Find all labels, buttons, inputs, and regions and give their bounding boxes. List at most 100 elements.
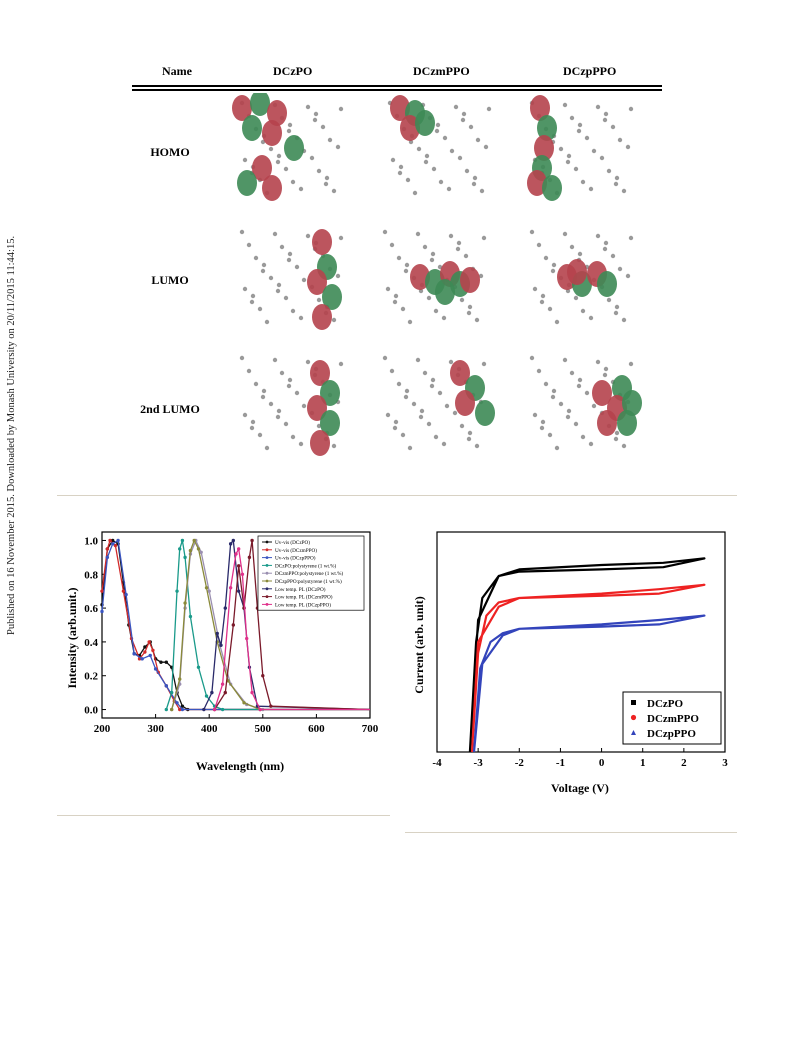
atom [264, 319, 270, 325]
atom [569, 244, 575, 250]
legend-marker [265, 603, 269, 606]
atom [268, 146, 274, 152]
atom [403, 268, 409, 274]
legend-label: DCzpPPO:polystyrene (1 wt.%) [275, 578, 342, 585]
atom [543, 381, 549, 387]
atom [400, 432, 406, 438]
publication-note: Published on 16 November 2015. Downloade… [6, 215, 22, 635]
table-header-dczpo: DCzPO [273, 64, 313, 78]
atom [429, 257, 435, 263]
plot-frame [101, 531, 371, 719]
atom [529, 355, 535, 361]
data-point [204, 586, 209, 590]
atom [483, 144, 489, 150]
atom [532, 412, 538, 418]
atom [539, 299, 545, 305]
orbital-image-2nd-lumo-dczpppo [529, 355, 642, 451]
atom [453, 104, 459, 110]
atom [441, 441, 447, 447]
data-point [159, 660, 163, 664]
orbital-image-homo-dczpo [232, 93, 344, 201]
data-point [223, 606, 227, 610]
atom [444, 403, 450, 409]
data-point [148, 653, 152, 658]
atom [475, 137, 481, 143]
orbital-lobe [262, 120, 282, 146]
atom [250, 293, 256, 299]
atom [599, 155, 605, 161]
atom [595, 104, 601, 110]
atom [625, 144, 631, 150]
atom [573, 421, 579, 427]
atom [446, 186, 452, 192]
atom [298, 441, 304, 447]
data-point [220, 707, 225, 712]
data-point [269, 704, 273, 708]
data-point [236, 589, 241, 593]
atom [442, 135, 448, 141]
atom [540, 293, 546, 299]
data-point [231, 538, 236, 543]
atom [396, 255, 402, 261]
atom [591, 403, 597, 409]
data-point [188, 614, 193, 619]
atom [407, 319, 413, 325]
y-tick-label: 1.0 [84, 535, 98, 547]
atom [239, 355, 245, 361]
data-point [164, 707, 169, 712]
legend-marker [265, 587, 269, 591]
atom [621, 317, 627, 323]
atom [466, 310, 472, 316]
data-point [116, 538, 120, 543]
orbital-lobe [320, 410, 340, 436]
data-point [178, 677, 182, 681]
atom [276, 153, 282, 159]
chart1-ylabel: Intensity (arb.unit.) [65, 587, 79, 688]
atom [400, 306, 406, 312]
x-tick-label: 1 [640, 757, 646, 769]
atom [242, 157, 248, 163]
orbital-image-lumo-dczpo [239, 229, 344, 330]
separator-rule [57, 495, 737, 496]
data-point [228, 586, 233, 590]
atom [385, 412, 391, 418]
data-point [240, 572, 245, 576]
atom [464, 168, 470, 174]
atom [576, 128, 582, 134]
atom [610, 253, 616, 259]
data-point [180, 704, 185, 708]
atom [286, 383, 292, 389]
atom [551, 388, 557, 394]
data-point [250, 538, 254, 543]
x-tick-label: 400 [201, 723, 218, 735]
data-point [192, 538, 196, 543]
publication-note-text: Published on 16 November 2015. Downloade… [6, 235, 17, 635]
atom [628, 361, 634, 367]
orbital-lobe [597, 271, 617, 297]
orbital-lobe [537, 115, 557, 141]
data-point [212, 707, 217, 712]
orbital-lobe [262, 175, 282, 201]
orbital-lobe [232, 95, 252, 121]
atom [539, 425, 545, 431]
atom [338, 361, 344, 367]
data-point [178, 547, 182, 551]
atom [396, 381, 402, 387]
atom [286, 257, 292, 263]
atom [272, 357, 278, 363]
chart2-xlabel: Voltage (V) [551, 781, 609, 795]
data-point [175, 701, 179, 705]
data-point [121, 589, 126, 593]
orbital-lobe [597, 410, 617, 436]
data-point [183, 555, 187, 560]
atom [588, 441, 594, 447]
orbital-image-lumo-dczmppo [382, 229, 487, 325]
atom [422, 244, 428, 250]
atom [602, 372, 608, 378]
data-point [113, 543, 118, 548]
atom [290, 179, 296, 185]
atom [415, 357, 421, 363]
data-point [169, 690, 174, 695]
atom [614, 430, 620, 436]
x-tick-label: -4 [432, 757, 442, 769]
